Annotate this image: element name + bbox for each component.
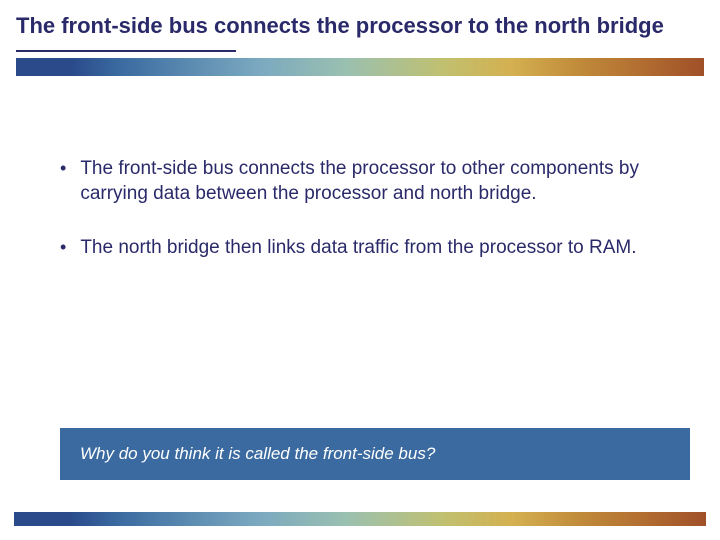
title-underline xyxy=(16,50,236,52)
bullet-marker: • xyxy=(60,235,66,261)
bottom-gradient-bar xyxy=(14,512,706,526)
content-area: • The front-side bus connects the proces… xyxy=(0,76,720,261)
callout-text: Why do you think it is called the front-… xyxy=(80,444,670,464)
bullet-text: The front-side bus connects the processo… xyxy=(80,156,660,207)
top-gradient-bar xyxy=(16,58,704,76)
title-area: The front-side bus connects the processo… xyxy=(0,0,720,48)
callout-box: Why do you think it is called the front-… xyxy=(60,428,690,480)
bullet-marker: • xyxy=(60,156,66,207)
bullet-item: • The front-side bus connects the proces… xyxy=(60,156,660,207)
slide-title: The front-side bus connects the processo… xyxy=(16,12,704,40)
bullet-text: The north bridge then links data traffic… xyxy=(80,235,636,261)
bullet-item: • The north bridge then links data traff… xyxy=(60,235,660,261)
